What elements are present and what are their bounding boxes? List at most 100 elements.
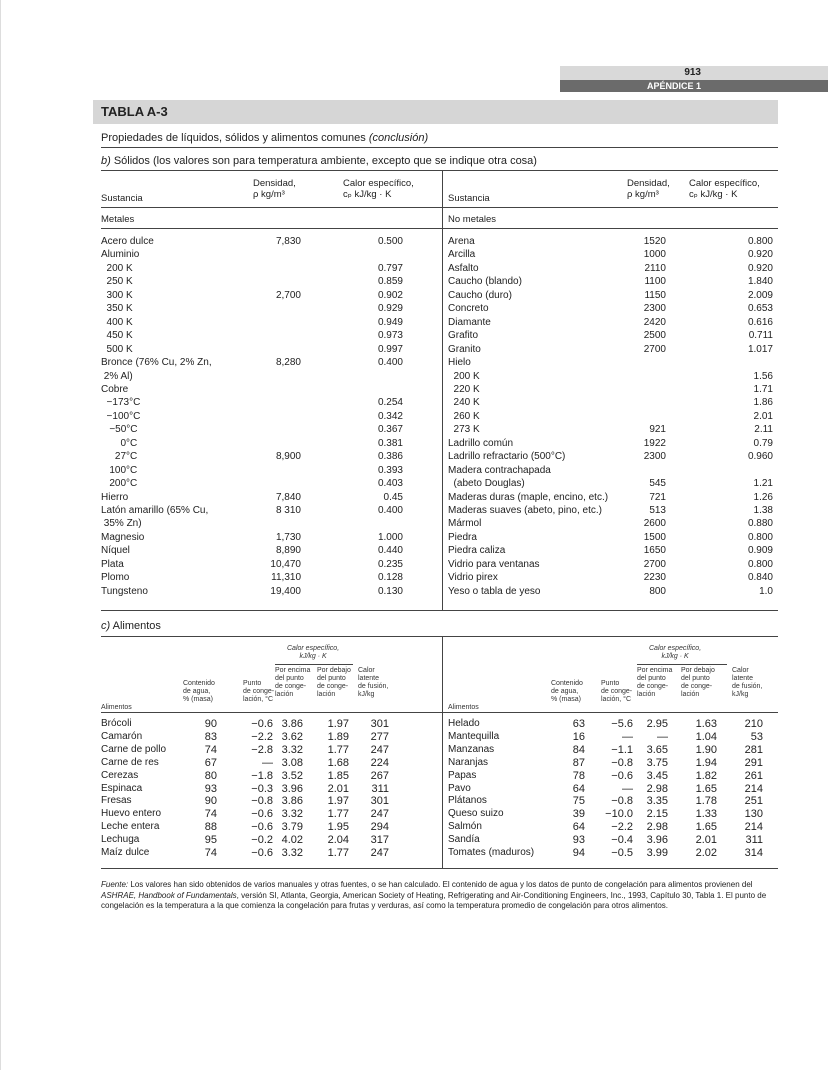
table-cell: — [622, 782, 633, 795]
table-cell: 3.32 [281, 808, 303, 821]
density-label: Densidad, [627, 178, 670, 189]
table-cell: 1.21 [753, 478, 773, 490]
group-underline [275, 664, 353, 665]
table-cell: 67 [204, 756, 217, 769]
column-header: Alimentos [101, 704, 132, 711]
table-cell: 4.02 [281, 834, 303, 847]
table-cell: 0.997 [377, 343, 403, 355]
table-cell: Carne de res [101, 756, 159, 768]
foods-heading-text: Alimentos [110, 620, 161, 632]
table-cell: 513 [649, 505, 666, 516]
table-cell: Aluminio [101, 249, 140, 261]
table-cell: 7,830 [275, 236, 301, 247]
table-cell: 10,470 [270, 558, 301, 570]
table-cell: 450 K [101, 330, 133, 342]
table-cell: −0.8 [611, 795, 633, 808]
table-cell: 39 [572, 808, 585, 821]
table-cell: — [657, 730, 668, 743]
table-cell: 95 [204, 834, 217, 847]
table-cell: 0.973 [377, 330, 403, 342]
column-header: Punto de conge- lación, °C [243, 680, 275, 703]
table-cell: 0.128 [377, 572, 403, 584]
column-header: Por encima del punto de conge- lación [637, 667, 673, 698]
table-cell: 1650 [643, 545, 666, 557]
table-cell: 8,280 [275, 357, 301, 369]
column-header: Calor latente de fusión, kJ/kg [358, 667, 389, 698]
table-cell: 35% Zn) [101, 518, 142, 530]
table-cell: 2600 [643, 518, 666, 530]
table-cell: 545 [649, 478, 666, 490]
table-cell: 2500 [643, 330, 666, 342]
table-cell: 1.000 [377, 531, 403, 543]
table-cell: 2.01 [695, 834, 717, 847]
table-cell: 1.71 [753, 383, 773, 395]
table-cell: −0.3 [251, 782, 273, 795]
column-header: Por debajo del punto de conge- lación [681, 667, 715, 698]
divider [101, 147, 778, 149]
table-cell: 1000 [643, 249, 666, 261]
table-cell: 3.52 [281, 769, 303, 782]
col-cp-right: Calor específico, cₚ kJ/kg · K [689, 178, 760, 200]
table-cell: 2% Al) [101, 370, 133, 382]
table-cell: Carne de pollo [101, 743, 167, 755]
table-cell: 1.90 [695, 743, 717, 756]
cp-label: Calor específico, [689, 178, 760, 189]
group-metals: Metales [101, 214, 135, 225]
col-density-right: Densidad, ρ kg/m³ [627, 178, 670, 200]
table-cell: −0.8 [251, 795, 273, 808]
table-cell: 294 [370, 821, 389, 834]
table-cell: 3.62 [281, 730, 303, 743]
table-cell: 317 [370, 834, 389, 847]
footnote-citation: ASHRAE, Handbook of Fundamentals [101, 890, 237, 900]
divider [101, 170, 778, 172]
table-cell: 2.15 [646, 808, 668, 821]
table-cell: 0.403 [377, 478, 403, 490]
table-cell: 8,900 [275, 451, 301, 463]
table-cell: 3.96 [281, 782, 303, 795]
table-cell: Hierro [101, 491, 129, 503]
table-cell: 2.98 [646, 782, 668, 795]
table-cell: 2700 [643, 343, 666, 355]
table-cell: 93 [204, 782, 217, 795]
foods-heading: c) Alimentos [101, 620, 161, 632]
table-cell: 90 [204, 795, 217, 808]
table-cell: 0.840 [747, 572, 773, 584]
table-cell: 1.26 [753, 491, 773, 503]
table-cell: 3.99 [646, 847, 668, 859]
table-cell: 0.902 [377, 289, 403, 301]
table-cell: 3.35 [646, 795, 668, 808]
table-cell: 1.85 [327, 769, 349, 782]
table-cell: Maderas suaves (abeto, pino, etc.) [448, 505, 602, 516]
density-unit: ρ kg/m³ [627, 189, 659, 200]
table-cell: 11,310 [271, 572, 301, 584]
table-cell: Piedra caliza [448, 545, 506, 557]
table-cell: Espinaca [101, 782, 143, 794]
table-cell: 3.45 [646, 769, 668, 782]
table-cell: −50°C [101, 424, 138, 436]
table-cell: 94 [572, 847, 585, 859]
table-cell: 0.920 [747, 249, 773, 261]
table-cell: 0.254 [377, 397, 403, 409]
table-cell: 90 [204, 718, 217, 730]
table-cell: 1922 [643, 437, 666, 449]
table-cell: 1.77 [327, 808, 349, 821]
table-cell: 2230 [643, 572, 666, 584]
table-cell: Salmón [448, 821, 482, 833]
table-cell: 500 K [101, 343, 133, 355]
table-cell: 0.79 [753, 437, 773, 449]
table-cell: Naranjas [448, 756, 489, 768]
table-cell: 16 [572, 730, 585, 743]
column-header: Calor específico, kJ/kg · K [287, 645, 340, 660]
table-cell: 0.386 [377, 451, 403, 463]
table-cell: 0.960 [747, 451, 773, 463]
table-cell: 281 [744, 743, 763, 756]
table-cell: 247 [370, 808, 389, 821]
table-cell: 301 [370, 795, 389, 808]
table-cell: −2.2 [251, 730, 273, 743]
table-cell: −0.6 [251, 808, 273, 821]
divider [101, 228, 778, 230]
table-cell: 250 K [101, 276, 133, 288]
table-cell: 0.797 [377, 262, 403, 274]
section-bar [560, 80, 828, 92]
